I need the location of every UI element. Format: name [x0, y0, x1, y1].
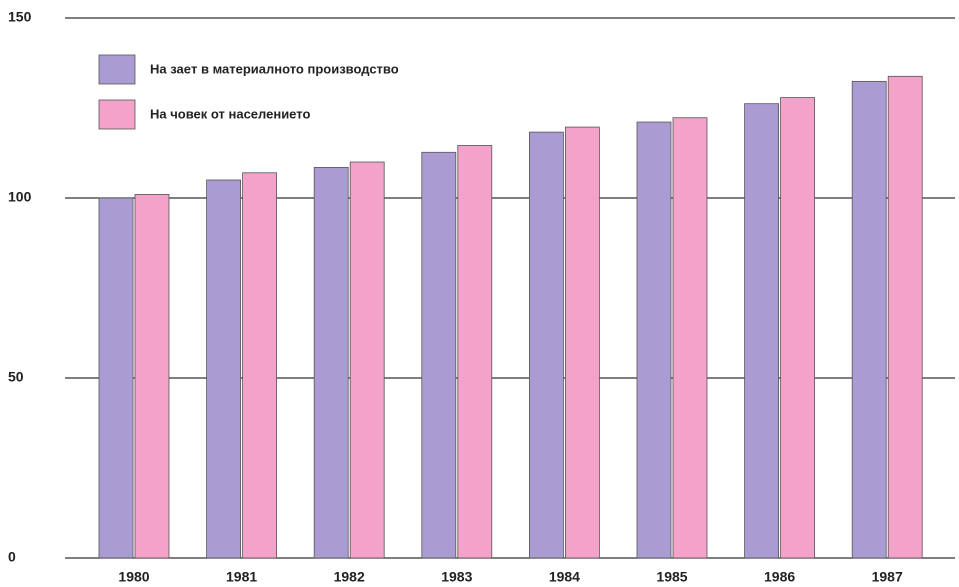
legend-swatch [98, 99, 136, 130]
y-tick-label: 150 [8, 9, 32, 25]
y-tick-label: 50 [8, 369, 24, 385]
bar [529, 131, 564, 559]
bar [349, 161, 385, 559]
x-tick-label: 1984 [549, 569, 580, 585]
bar [206, 179, 242, 559]
x-tick-label: 1982 [334, 569, 365, 585]
x-tick-label: 1985 [656, 569, 687, 585]
legend-label: На заeт в материалното производство [150, 61, 399, 76]
y-tick-label: 100 [8, 189, 32, 205]
bar [851, 80, 887, 559]
legend-label: На човек от населението [150, 106, 310, 121]
bar [780, 97, 815, 559]
x-tick-label: 1987 [872, 569, 903, 585]
bar [636, 121, 672, 559]
bar [313, 166, 349, 559]
bar [421, 151, 457, 559]
x-tick-label: 1983 [441, 569, 472, 585]
bar [242, 172, 278, 559]
bar [134, 193, 170, 559]
bar [98, 197, 134, 559]
bar [887, 75, 923, 559]
bar [457, 145, 493, 559]
x-tick-label: 1981 [226, 569, 257, 585]
bar [565, 126, 600, 559]
bar [744, 103, 779, 559]
x-tick-label: 1986 [764, 569, 795, 585]
y-tick-label: 0 [8, 549, 16, 565]
legend-swatch [98, 54, 136, 85]
x-tick-label: 1980 [118, 569, 149, 585]
bar [672, 117, 708, 559]
